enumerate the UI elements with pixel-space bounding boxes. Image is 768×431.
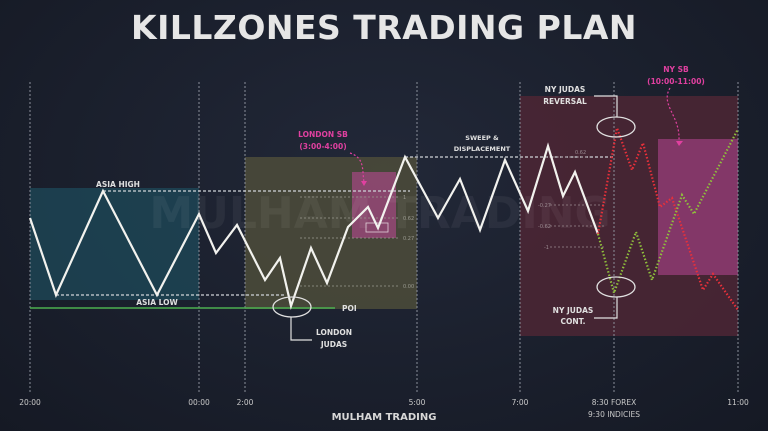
watermark: MULHAM TRADING [149,188,610,239]
sweep-label: SWEEP & [465,134,499,142]
asia-high-label: ASIA HIGH [96,180,140,189]
london-sb-title: LONDON SB [298,130,348,139]
fib-label: 0.27 [403,236,414,242]
london-judas-label: LONDON [316,328,352,337]
time-label: 2:00 [237,398,254,407]
london-sb-time: (3:00-4:00) [299,142,346,151]
fib-label: -0.62 [538,224,551,230]
time-label: 00:00 [188,398,210,407]
time-label: 11:00 [727,398,749,407]
fib-label: 1 [403,195,406,201]
fib-label: -0.27 [538,203,551,209]
asia-low-label: ASIA LOW [136,298,178,307]
london-fvg-box [365,222,389,233]
ny-cont-label: NY JUDAS [553,306,594,315]
time-label: 8:30 FOREX [592,398,637,407]
fib-label: -1 [544,245,549,251]
fib-label: 0.00 [403,284,414,290]
ny-reversal-label: REVERSAL [543,97,587,106]
asia-range-lines [56,156,614,296]
time-label: 7:00 [512,398,529,407]
ny-cont-marker [596,276,636,298]
poi-label: POI [342,304,357,313]
ny-sb-time: (10:00-11:00) [647,77,705,86]
ny-reversal-marker [596,116,636,138]
ny-cont-label: CONT. [561,317,586,326]
fib-label: 0.62 [403,216,414,222]
ny-sb-zone [658,139,738,275]
london-judas-marker [272,296,312,318]
ny-sb-arrow [666,87,680,141]
footer-brand: MULHAM TRADING [331,412,437,423]
price-path [28,142,600,310]
london-sb-zone [352,172,396,238]
arrowhead-icon [361,181,367,186]
bearish-path [596,123,739,311]
london-judas-label: JUDAS [320,340,347,349]
time-label: 5:00 [409,398,426,407]
ny-reversal-label: NY JUDAS [545,85,586,94]
arrowhead-icon [676,141,683,146]
sweep-label: DISPLACEMENT [454,145,511,153]
fib-label: 0.62 [575,150,586,156]
ny-reversal-arrow [594,95,618,117]
london-fib-lines [300,196,400,287]
london-sb-arrow [349,152,365,183]
ny-cont-arrow [594,297,618,319]
page-title: KILLZONES TRADING PLAN [131,8,637,47]
ny-sb-title: NY SB [663,65,689,74]
time-sublabel: 9:30 INDICIES [588,410,640,419]
london-judas-arrow [290,317,312,341]
asia-zone [30,188,199,300]
time-label: 20:00 [19,398,41,407]
